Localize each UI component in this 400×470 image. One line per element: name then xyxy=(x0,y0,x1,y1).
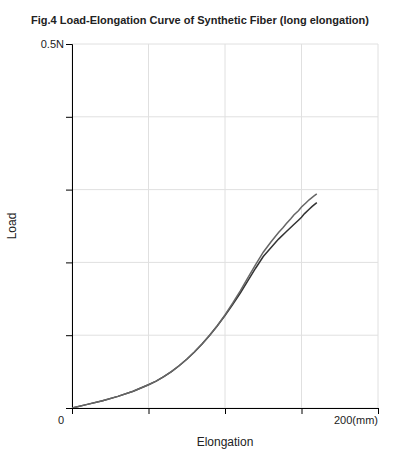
chart: 0 0.5N 200(mm) Elongation Load Fig.4 Load-Elo… xyxy=(0,0,400,470)
axis-line xyxy=(66,45,73,409)
tick-mark xyxy=(378,408,379,414)
grid-line-y xyxy=(72,44,378,45)
grid-line-x xyxy=(301,44,302,408)
line xyxy=(72,203,317,408)
tick-mark xyxy=(66,190,72,191)
annotation: 0.5N xyxy=(41,38,64,50)
tick xyxy=(225,408,226,414)
tick-mark xyxy=(302,408,303,414)
axis-line xyxy=(73,409,379,415)
tick xyxy=(66,117,72,118)
annotations: 0 0.5N 200(mm) xyxy=(41,38,378,426)
tick-mark xyxy=(66,44,72,45)
grid-line-x xyxy=(225,44,226,408)
tick xyxy=(66,44,72,45)
tick xyxy=(66,335,72,336)
tick xyxy=(302,408,303,414)
tick-mark xyxy=(225,408,226,414)
grid xyxy=(72,44,378,408)
x-axis-label: Elongation xyxy=(197,435,254,449)
grid-line-x xyxy=(148,44,149,408)
tick xyxy=(66,190,72,191)
grid-line-y xyxy=(72,335,378,336)
annotation: 200(mm) xyxy=(334,414,378,426)
tick-mark xyxy=(149,408,150,414)
grid-line-x xyxy=(378,44,379,408)
tick xyxy=(66,262,72,263)
line xyxy=(72,194,317,408)
title: Fig.4 Load-Elongation Curve of Synthetic… xyxy=(31,14,369,26)
tick-mark xyxy=(66,335,72,336)
series-group xyxy=(72,194,317,408)
grid-line-y xyxy=(72,189,378,190)
tick xyxy=(66,408,72,409)
plot-area: 0 0.5N 200(mm) xyxy=(41,38,379,426)
tick xyxy=(149,408,150,414)
grid-line-y xyxy=(72,262,378,263)
tick-mark xyxy=(66,117,72,118)
y-axis-label: Load xyxy=(5,213,19,240)
tick-mark xyxy=(66,262,72,263)
tick xyxy=(378,408,379,414)
grid-line-y xyxy=(72,116,378,117)
annotation: 0 xyxy=(58,414,64,426)
tick-mark xyxy=(66,408,72,409)
y-axis xyxy=(66,45,73,409)
x-axis xyxy=(73,408,379,414)
